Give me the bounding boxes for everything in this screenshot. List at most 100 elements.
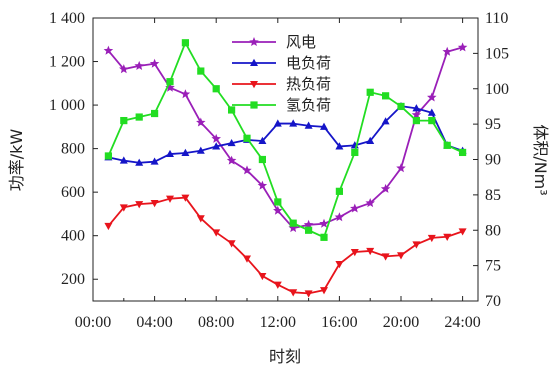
data-point	[135, 201, 144, 209]
data-point	[427, 108, 436, 116]
legend-marker	[250, 81, 258, 89]
x-tick-label: 12:00	[260, 314, 296, 331]
data-point	[196, 215, 205, 223]
data-point	[119, 64, 129, 74]
x-tick-label: 20:00	[383, 314, 419, 331]
data-point	[227, 240, 236, 248]
legend-label: 电负荷	[286, 54, 331, 72]
y-left-tick-label: 1 000	[49, 97, 85, 114]
data-point	[351, 148, 359, 157]
x-tick-label: 16:00	[321, 314, 357, 331]
legend-label: 热负荷	[286, 75, 331, 93]
series-layer	[103, 39, 468, 298]
data-point	[258, 155, 266, 164]
data-point	[166, 149, 174, 158]
data-point	[212, 85, 220, 93]
data-point	[196, 146, 205, 154]
data-point	[303, 219, 314, 229]
legend-marker	[249, 37, 259, 47]
data-point	[304, 121, 313, 129]
y-axis-right-title: 体积/Nm³	[531, 124, 550, 195]
data-point	[257, 180, 268, 190]
data-point	[443, 141, 451, 149]
data-point	[289, 119, 298, 127]
y-left-tick-label: 600	[61, 184, 85, 201]
data-point	[289, 289, 298, 297]
y-left-tick-label: 400	[61, 228, 85, 245]
data-point	[411, 109, 422, 119]
data-point	[396, 163, 406, 173]
data-point	[197, 67, 205, 75]
data-point	[442, 46, 452, 56]
y-left-tick-label: 800	[61, 141, 85, 158]
data-point	[227, 138, 236, 147]
data-point	[258, 272, 267, 281]
data-point	[242, 165, 252, 175]
legend-marker	[250, 58, 258, 66]
data-point	[382, 92, 390, 100]
data-point	[150, 157, 159, 165]
data-point	[412, 241, 421, 249]
data-point	[258, 136, 267, 144]
data-point	[397, 102, 405, 111]
data-point	[366, 136, 375, 144]
data-point	[181, 148, 190, 156]
x-tick-label: 08:00	[198, 314, 234, 331]
data-point	[120, 116, 128, 125]
data-point	[166, 195, 174, 203]
data-point	[335, 142, 344, 150]
y-right-tick-label: 75	[485, 258, 501, 275]
data-point	[380, 183, 391, 193]
legend-entry: 氢负荷	[232, 96, 331, 114]
legend-entry: 电负荷	[232, 54, 331, 72]
data-point	[273, 119, 282, 127]
data-point	[180, 89, 191, 99]
data-point	[427, 234, 436, 243]
data-point	[119, 156, 128, 164]
y-right-tick-label: 105	[485, 45, 509, 62]
series-4	[104, 39, 467, 241]
data-point	[412, 116, 420, 125]
data-point	[459, 148, 467, 157]
data-point	[428, 116, 436, 125]
data-point	[334, 212, 345, 222]
data-point	[350, 203, 360, 213]
data-point	[135, 113, 143, 121]
data-point	[181, 39, 189, 47]
data-point	[211, 133, 221, 143]
data-point	[365, 198, 375, 208]
legend-entry: 风电	[232, 33, 316, 51]
y-right-tick-label: 90	[485, 152, 501, 169]
y-left-tick-label: 1 200	[49, 54, 85, 71]
y-right-tick-label: 110	[485, 10, 508, 27]
x-tick-label: 24:00	[444, 314, 480, 331]
data-point	[119, 204, 128, 212]
data-point	[289, 219, 297, 227]
data-point	[274, 198, 282, 206]
y-right-tick-label: 80	[485, 222, 501, 239]
data-point	[181, 194, 190, 202]
data-point	[273, 205, 283, 215]
data-point	[135, 158, 144, 166]
data-point	[273, 281, 282, 289]
legend-label: 风电	[286, 33, 316, 51]
data-point	[165, 82, 175, 92]
data-point	[458, 228, 467, 236]
data-point	[381, 253, 390, 261]
data-point	[150, 200, 159, 208]
data-point	[226, 155, 237, 165]
data-point	[305, 226, 313, 234]
data-point	[304, 290, 313, 298]
data-point	[381, 117, 390, 125]
legend-entry: 热负荷	[232, 75, 331, 93]
data-point	[427, 92, 437, 102]
data-point	[134, 60, 144, 70]
y-right-tick-label: 85	[485, 187, 501, 204]
data-point	[350, 249, 359, 257]
legend-marker	[250, 101, 258, 109]
x-tick-label: 00:00	[75, 314, 111, 331]
data-point	[366, 247, 375, 256]
